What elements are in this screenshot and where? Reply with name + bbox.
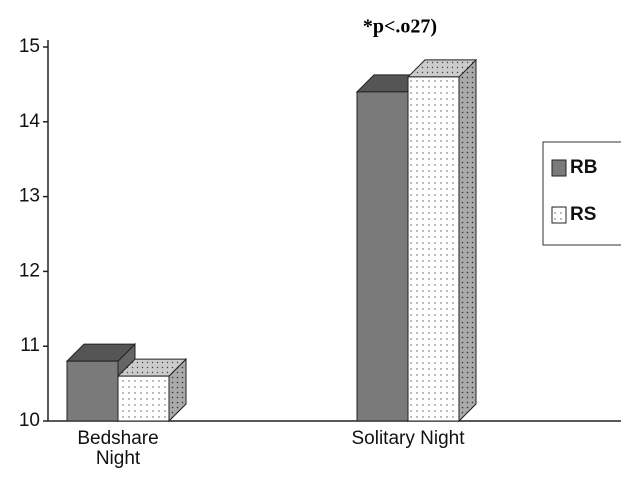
bar-side xyxy=(458,58,477,423)
x-tick-label: Bedshare Night xyxy=(77,428,159,469)
legend: RB RS xyxy=(542,141,621,246)
x-tick-label: Solitary Night xyxy=(351,428,465,449)
y-tick-label: 10 xyxy=(19,410,40,431)
y-tick-label: 15 xyxy=(19,36,40,57)
y-tick-label: 13 xyxy=(19,186,40,207)
bar xyxy=(117,375,170,422)
y-tick-label: 14 xyxy=(19,111,41,132)
legend-swatch xyxy=(551,206,567,224)
annotation: *p<.o27) xyxy=(363,16,437,38)
legend-swatch xyxy=(551,159,567,177)
legend-label: RB xyxy=(570,157,597,178)
bar xyxy=(407,76,460,422)
y-tick-label: 11 xyxy=(20,335,40,356)
legend-label: RS xyxy=(570,204,596,225)
bar xyxy=(66,360,119,422)
bar xyxy=(356,91,409,422)
y-tick-label: 12 xyxy=(19,260,40,281)
